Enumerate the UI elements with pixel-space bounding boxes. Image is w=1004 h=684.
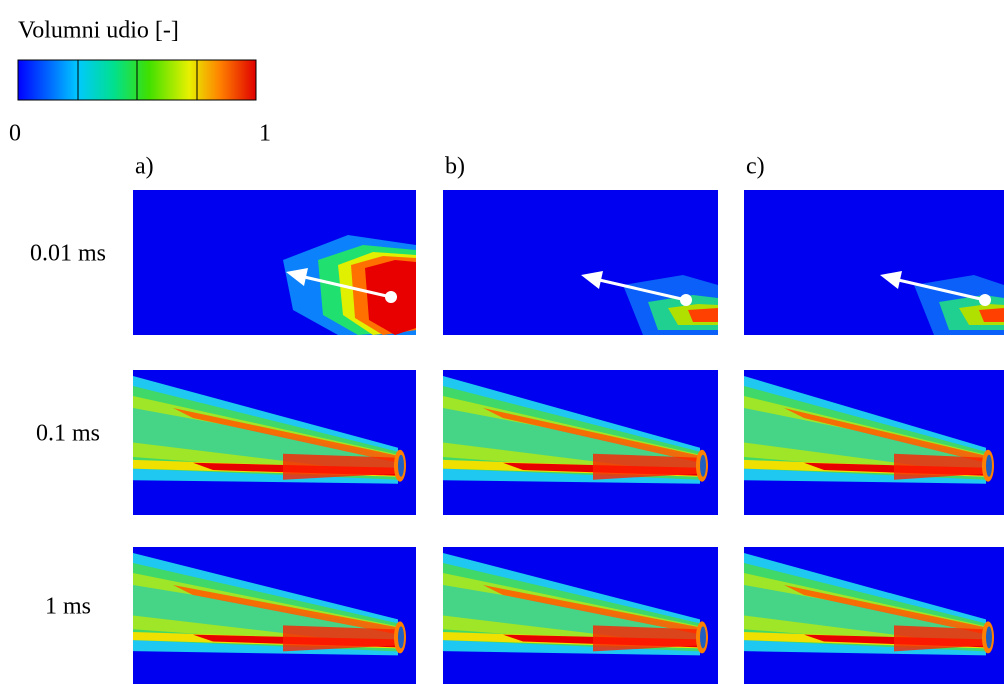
row-label: 1 ms (45, 594, 91, 620)
panel (744, 190, 1004, 335)
nozzle-core (700, 626, 706, 648)
nozzle-core (398, 626, 404, 648)
panel (443, 370, 718, 515)
column-label: c) (746, 154, 765, 180)
nozzle-core (986, 455, 992, 477)
panel (133, 190, 416, 335)
row-label: 0.1 ms (36, 421, 100, 447)
panel (443, 190, 718, 335)
plume-region (688, 308, 718, 322)
colorbar-tick: 0 (9, 121, 21, 147)
nozzle-core (700, 455, 706, 477)
colorbar-tick: 1 (259, 121, 271, 147)
nozzle-core (398, 455, 404, 477)
panel (744, 547, 1004, 684)
panel (744, 370, 1004, 515)
colorbar-title: Volumni udio [-] (18, 18, 179, 44)
figure: Volumni udio [-] 0 1 a) b) c) 0.01 ms 0.1 ms… (0, 0, 1004, 684)
nozzle-core (986, 626, 992, 648)
panel (133, 547, 416, 684)
arrow-origin (979, 294, 991, 306)
arrow-origin (680, 294, 692, 306)
panel (133, 370, 416, 515)
column-label: b) (445, 154, 465, 180)
row-label: 0.01 ms (30, 241, 106, 267)
panel (443, 547, 718, 684)
arrow-origin (385, 291, 397, 303)
column-label: a) (135, 154, 154, 180)
